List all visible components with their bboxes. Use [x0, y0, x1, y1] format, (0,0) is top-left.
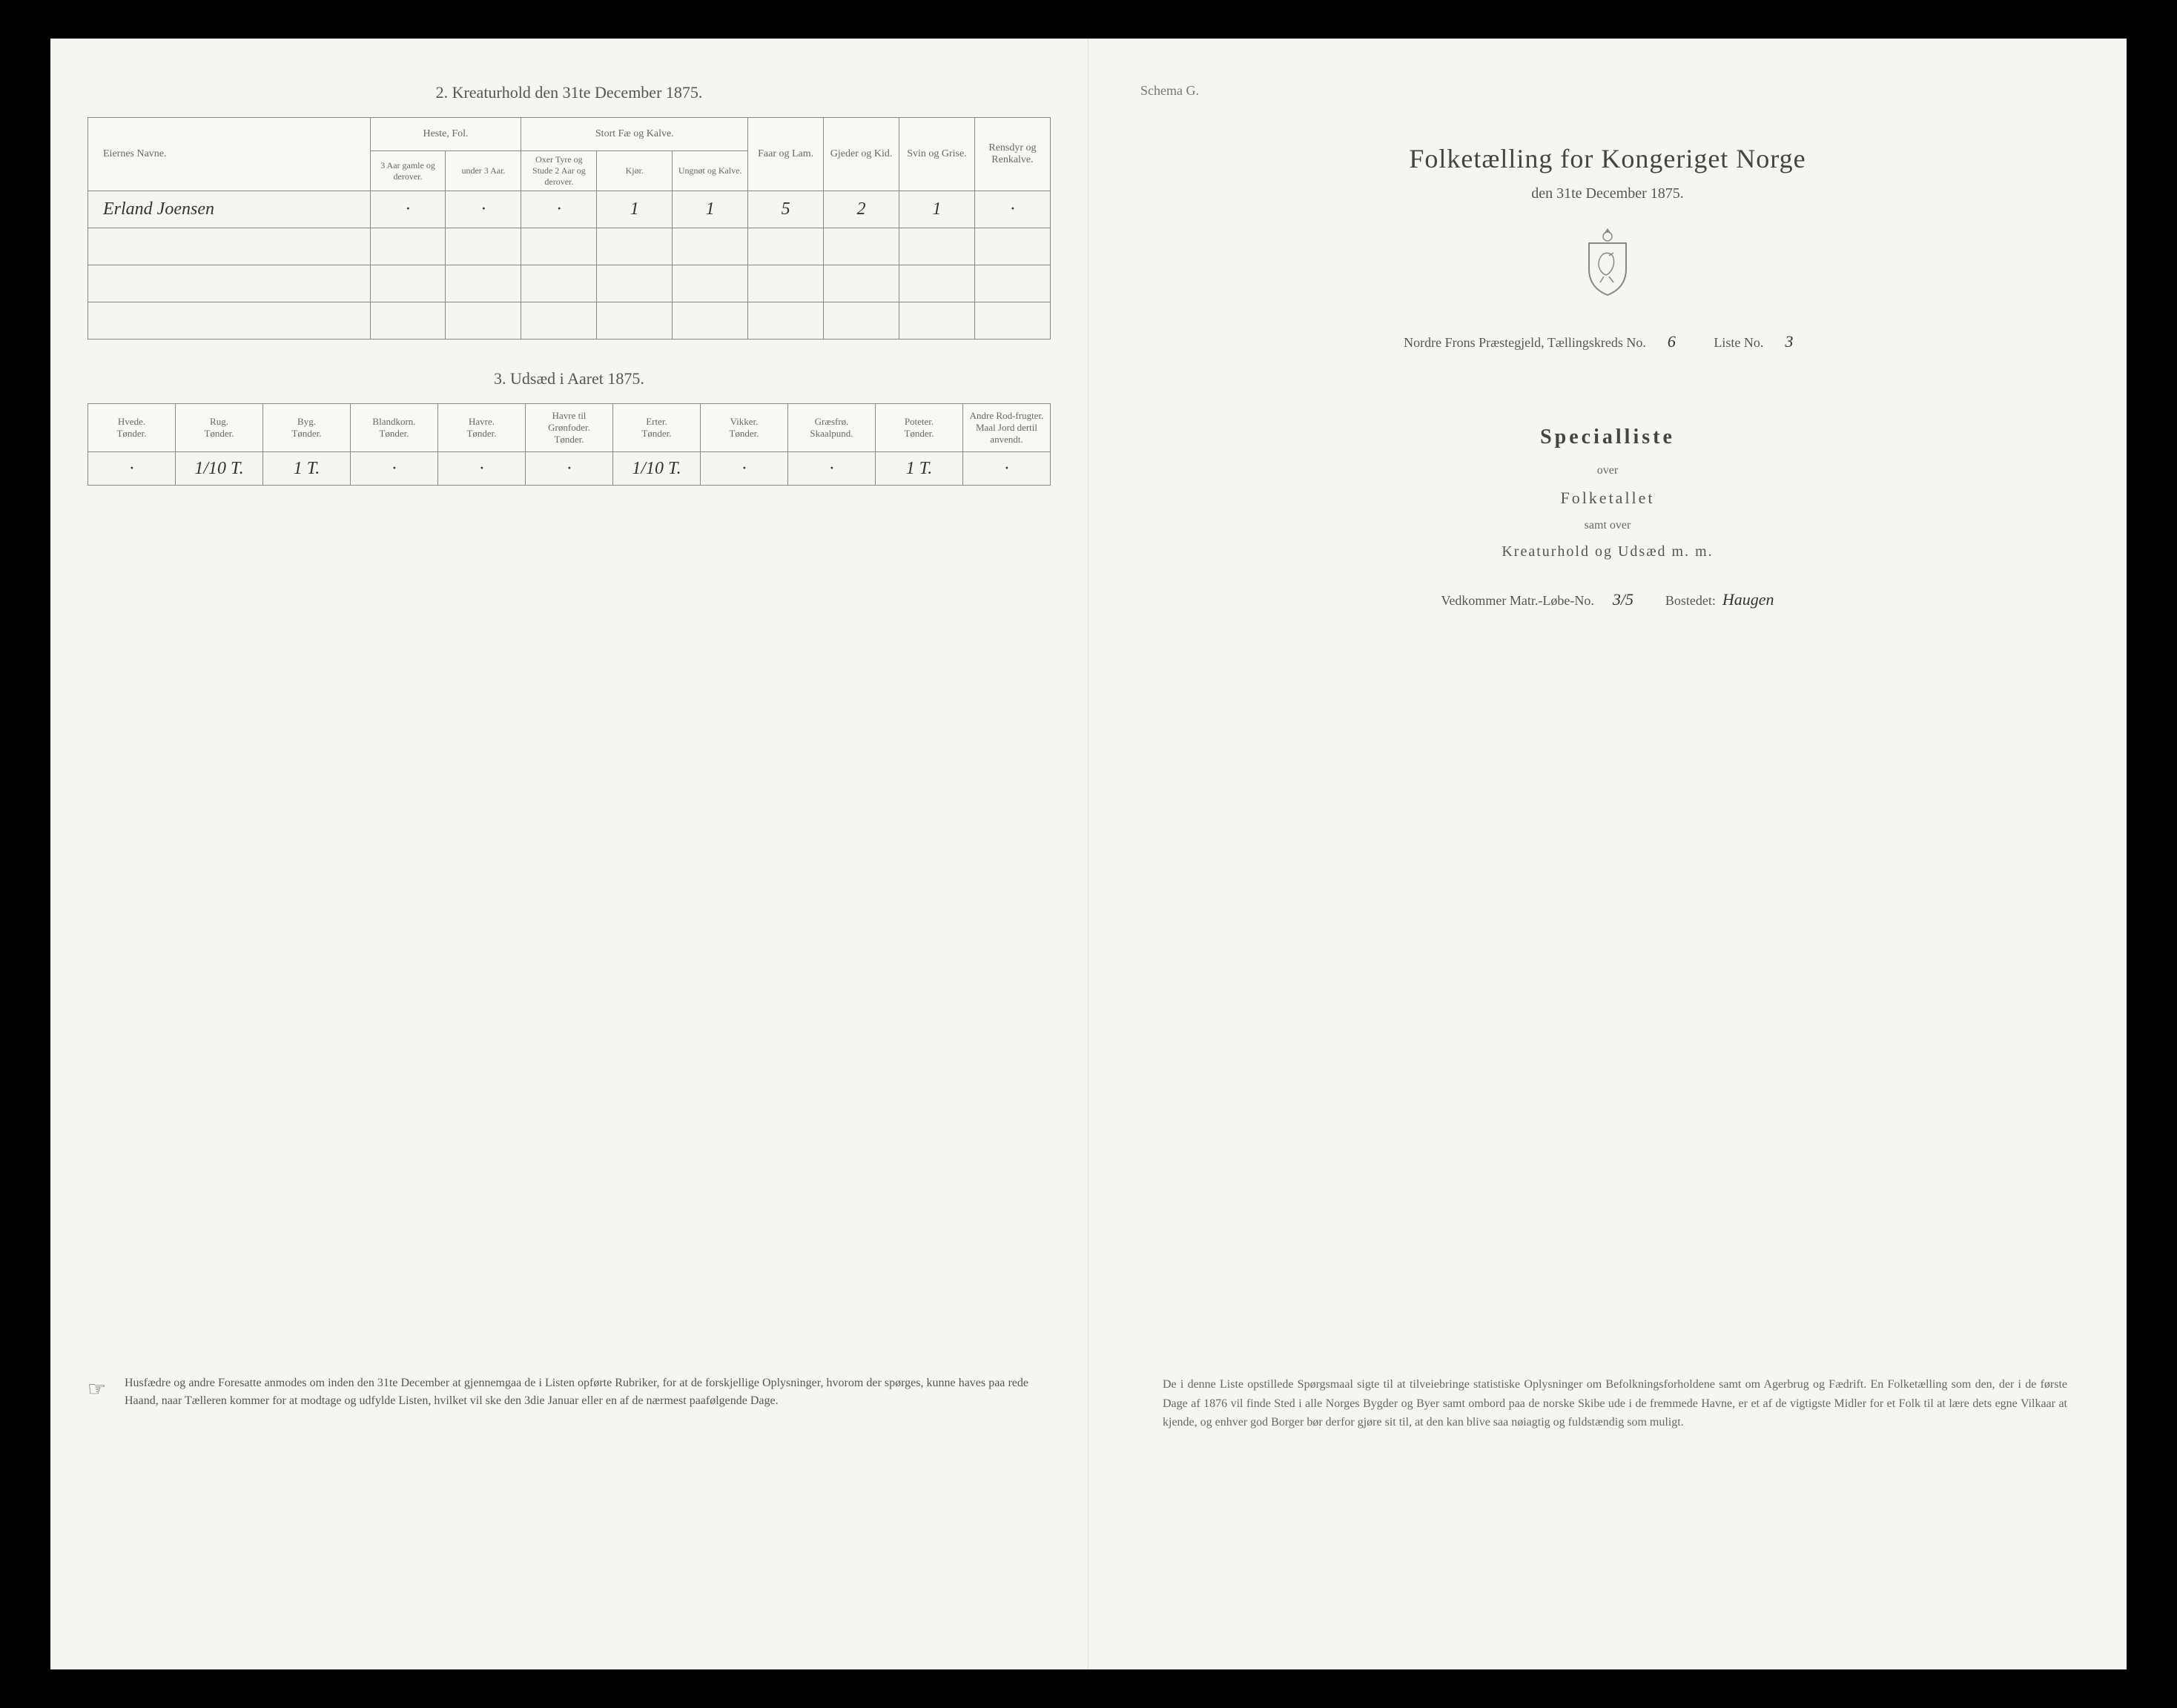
h4: Blandkorn.	[372, 416, 415, 427]
h8s: Tønder.	[729, 428, 759, 439]
pointer-icon: ☞	[87, 1374, 106, 1406]
vedkommer-label: Vedkommer Matr.-Løbe-No.	[1441, 593, 1593, 608]
cell: ·	[788, 452, 876, 486]
cell: ·	[370, 191, 446, 228]
main-title: Folketælling for Kongeriget Norge	[1126, 143, 2090, 174]
district-text: Nordre Frons Præstegjeld, Tællingskreds …	[1404, 335, 1646, 350]
h11: Andre Rod-frugter.	[970, 410, 1044, 421]
h1: Hvede.	[118, 416, 145, 427]
cell: 1/10 T.	[176, 452, 263, 486]
header-rensdyr: Rensdyr og Renkalve.	[974, 118, 1050, 191]
form-line: Vedkommer Matr.-Løbe-No. 3/5 Bostedet: H…	[1126, 590, 2090, 609]
cell: ·	[526, 452, 613, 486]
table-row: Erland Joensen · · · 1 1 5 2 1 ·	[88, 191, 1051, 228]
header-svin: Svin og Grise.	[899, 118, 975, 191]
h3s: Tønder.	[291, 428, 321, 439]
table-row: · 1/10 T. 1 T. · · · 1/10 T. · · 1 T. ·	[88, 452, 1051, 486]
sub-stort1: Oxer Tyre og Stude 2 Aar og derover.	[521, 151, 597, 191]
folketallet-heading: Folketallet	[1126, 489, 2090, 508]
cell: 2	[824, 191, 899, 228]
header-heste: Heste, Fol.	[370, 118, 521, 151]
table-row	[88, 265, 1051, 302]
cell: 1 T.	[876, 452, 963, 486]
bostedet-label: Bostedet:	[1665, 593, 1716, 608]
sub-stort3: Ungnøt og Kalve.	[673, 151, 748, 191]
cell: ·	[701, 452, 788, 486]
specialliste-heading: Specialliste	[1126, 426, 2090, 449]
cell: ·	[446, 191, 521, 228]
h5: Havre.	[469, 416, 495, 427]
cell: 1	[899, 191, 975, 228]
date-subtitle: den 31te December 1875.	[1126, 185, 2090, 202]
right-page: Schema G. Folketælling for Kongeriget No…	[1088, 39, 2127, 1669]
census-document: 2. Kreaturhold den 31te December 1875. E…	[50, 39, 2127, 1669]
cell: ·	[974, 191, 1050, 228]
section2-title: 2. Kreaturhold den 31te December 1875.	[87, 83, 1051, 102]
h6s: Tønder.	[554, 434, 584, 445]
over-text: over	[1126, 464, 2090, 477]
coat-of-arms-icon	[1126, 225, 2090, 302]
table-row	[88, 302, 1051, 340]
header-faar: Faar og Lam.	[748, 118, 824, 191]
samt-over-text: samt over	[1126, 519, 2090, 532]
header-name: Eiernes Navne.	[88, 118, 371, 191]
cell: 1 T.	[263, 452, 351, 486]
table-row	[88, 228, 1051, 265]
h3: Byg.	[297, 416, 316, 427]
kreatur-heading: Kreaturhold og Udsæd m. m.	[1126, 543, 2090, 560]
sub-stort2: Kjør.	[597, 151, 673, 191]
cell: ·	[438, 452, 526, 486]
h10s: Tønder.	[904, 428, 934, 439]
cell: 1	[597, 191, 673, 228]
matr-no: 3/5	[1601, 590, 1645, 609]
h9s: Skaalpund.	[810, 428, 853, 439]
cell: ·	[351, 452, 438, 486]
header-gjeder: Gjeder og Kid.	[824, 118, 899, 191]
h8: Vikker.	[730, 416, 759, 427]
livestock-table: Eiernes Navne. Heste, Fol. Stort Fæ og K…	[87, 117, 1051, 340]
left-page: 2. Kreaturhold den 31te December 1875. E…	[50, 39, 1088, 1669]
h5s: Tønder.	[466, 428, 496, 439]
cell: 5	[748, 191, 824, 228]
h11s: Maal Jord dertil anvendt.	[976, 422, 1037, 445]
h10: Poteter.	[905, 416, 934, 427]
cell: ·	[88, 452, 176, 486]
h2: Rug.	[210, 416, 228, 427]
owner-name: Erland Joensen	[88, 191, 371, 228]
cell: ·	[521, 191, 597, 228]
bostedet-value: Haugen	[1722, 590, 1774, 609]
cell: ·	[963, 452, 1051, 486]
section3-title: 3. Udsæd i Aaret 1875.	[87, 369, 1051, 388]
right-footer-text: De i denne Liste opstillede Spørgsmaal s…	[1163, 1375, 2067, 1432]
district-no: 6	[1649, 332, 1694, 351]
sub-heste2: under 3 Aar.	[446, 151, 521, 191]
h1s: Tønder.	[116, 428, 146, 439]
liste-label: Liste No.	[1714, 335, 1763, 350]
h9: Græsfrø.	[815, 416, 849, 427]
cell: 1/10 T.	[613, 452, 701, 486]
h6: Havre til Grønfoder.	[548, 410, 590, 433]
sub-heste1: 3 Aar gamle og derover.	[370, 151, 446, 191]
h7: Erter.	[646, 416, 667, 427]
h7s: Tønder.	[641, 428, 671, 439]
liste-no: 3	[1767, 332, 1811, 351]
h2s: Tønder.	[204, 428, 234, 439]
cell: 1	[673, 191, 748, 228]
footer-text: Husfædre og andre Foresatte anmodes om i…	[125, 1377, 1028, 1407]
seed-table: Hvede.Tønder. Rug.Tønder. Byg.Tønder. Bl…	[87, 403, 1051, 486]
left-footer-note: ☞ Husfædre og andre Foresatte anmodes om…	[125, 1374, 1028, 1410]
header-stort: Stort Fæ og Kalve.	[521, 118, 748, 151]
schema-label: Schema G.	[1140, 83, 2090, 99]
h4s: Tønder.	[379, 428, 409, 439]
district-line: Nordre Frons Præstegjeld, Tællingskreds …	[1126, 332, 2090, 351]
